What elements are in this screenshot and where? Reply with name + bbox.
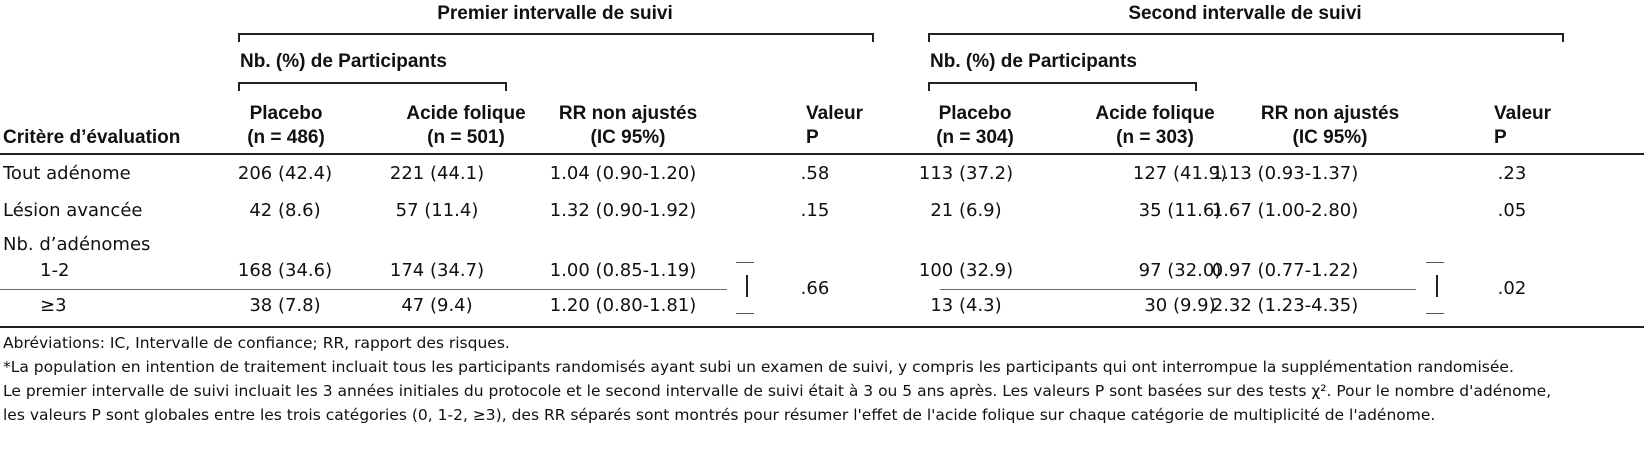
row-label: 1-2 bbox=[40, 260, 70, 281]
p-value: .02 bbox=[1497, 278, 1527, 299]
rule bbox=[1562, 33, 1564, 42]
rule bbox=[0, 326, 1644, 328]
cell: 42 (8.6) bbox=[249, 200, 321, 221]
group-title: Premier intervalle de suivi bbox=[437, 3, 673, 24]
cell: 1.13 (0.93-1.37) bbox=[1211, 163, 1359, 184]
rule bbox=[928, 82, 1195, 84]
rule bbox=[1195, 82, 1197, 91]
cell: 1.04 (0.90-1.20) bbox=[549, 163, 697, 184]
group-subheader: Nb. (%) de Participants bbox=[930, 51, 1137, 72]
rule bbox=[238, 33, 240, 42]
column-header: Valeur P bbox=[806, 103, 864, 148]
footnote: *La population en intention de traitemen… bbox=[3, 358, 1514, 376]
cell: 206 (42.4) bbox=[237, 163, 333, 184]
cell: .23 bbox=[1497, 163, 1527, 184]
cell: 1.67 (1.00-2.80) bbox=[1211, 200, 1359, 221]
cell: 127 (41.9) bbox=[1132, 163, 1228, 184]
cell: 2.32 (1.23-4.35) bbox=[1211, 295, 1359, 316]
cell: 47 (9.4) bbox=[401, 295, 473, 316]
rule bbox=[746, 275, 748, 297]
cell: 97 (32.0) bbox=[1138, 260, 1222, 281]
rule bbox=[736, 313, 754, 314]
cell: 57 (11.4) bbox=[395, 200, 479, 221]
cell: .15 bbox=[800, 200, 830, 221]
rule bbox=[0, 153, 1644, 155]
cell: .58 bbox=[800, 163, 830, 184]
cell: 168 (34.6) bbox=[237, 260, 333, 281]
rule bbox=[238, 82, 240, 91]
rule bbox=[1436, 275, 1438, 297]
cell: .05 bbox=[1497, 200, 1527, 221]
rule bbox=[0, 289, 727, 290]
rule bbox=[736, 262, 754, 263]
column-header: RR non ajustés (IC 95%) bbox=[1260, 103, 1400, 148]
row-label: ≥3 bbox=[40, 295, 67, 316]
column-header: RR non ajustés (IC 95%) bbox=[558, 103, 698, 148]
footnote: Abréviations: IC, Intervalle de confianc… bbox=[3, 334, 510, 352]
row-label: Tout adénome bbox=[3, 163, 131, 184]
rule bbox=[872, 33, 874, 42]
rule bbox=[928, 33, 1562, 35]
rule bbox=[238, 33, 872, 35]
column-header: Acide folique (n = 501) bbox=[406, 103, 526, 148]
cell: 113 (37.2) bbox=[918, 163, 1014, 184]
column-header: Placebo (n = 304) bbox=[936, 103, 1014, 148]
row-label: Nb. d’adénomes bbox=[3, 234, 151, 255]
cell: 174 (34.7) bbox=[389, 260, 485, 281]
cell: 38 (7.8) bbox=[249, 295, 321, 316]
column-header: Acide folique (n = 303) bbox=[1095, 103, 1215, 148]
group-subheader: Nb. (%) de Participants bbox=[240, 51, 447, 72]
p-value: .66 bbox=[800, 278, 830, 299]
cell: 221 (44.1) bbox=[389, 163, 485, 184]
group-title: Second intervalle de suivi bbox=[1128, 3, 1362, 24]
cell: 1.00 (0.85-1.19) bbox=[549, 260, 697, 281]
rule bbox=[928, 82, 930, 91]
rule bbox=[238, 82, 505, 84]
cell: 35 (11.6) bbox=[1138, 200, 1222, 221]
cell: 1.20 (0.80-1.81) bbox=[549, 295, 697, 316]
cell: 0.97 (0.77-1.22) bbox=[1211, 260, 1359, 281]
rule bbox=[928, 33, 930, 42]
rule bbox=[940, 289, 1416, 290]
cell: 1.32 (0.90-1.92) bbox=[549, 200, 697, 221]
footnote: Le premier intervalle de suivi incluait … bbox=[3, 382, 1552, 400]
cell: 13 (4.3) bbox=[930, 295, 1002, 316]
column-header: Valeur P bbox=[1494, 103, 1552, 148]
cell: 30 (9.9) bbox=[1144, 295, 1216, 316]
column-header: Placebo (n = 486) bbox=[247, 103, 325, 148]
row-label: Lésion avancée bbox=[3, 200, 143, 221]
rule bbox=[1426, 313, 1444, 314]
rule bbox=[1426, 262, 1444, 263]
cell: 100 (32.9) bbox=[918, 260, 1014, 281]
footnote: les valeurs P sont globales entre les tr… bbox=[3, 406, 1436, 424]
criterion-header: Critère d’évaluation bbox=[3, 127, 181, 148]
rule bbox=[505, 82, 507, 91]
cell: 21 (6.9) bbox=[930, 200, 1002, 221]
